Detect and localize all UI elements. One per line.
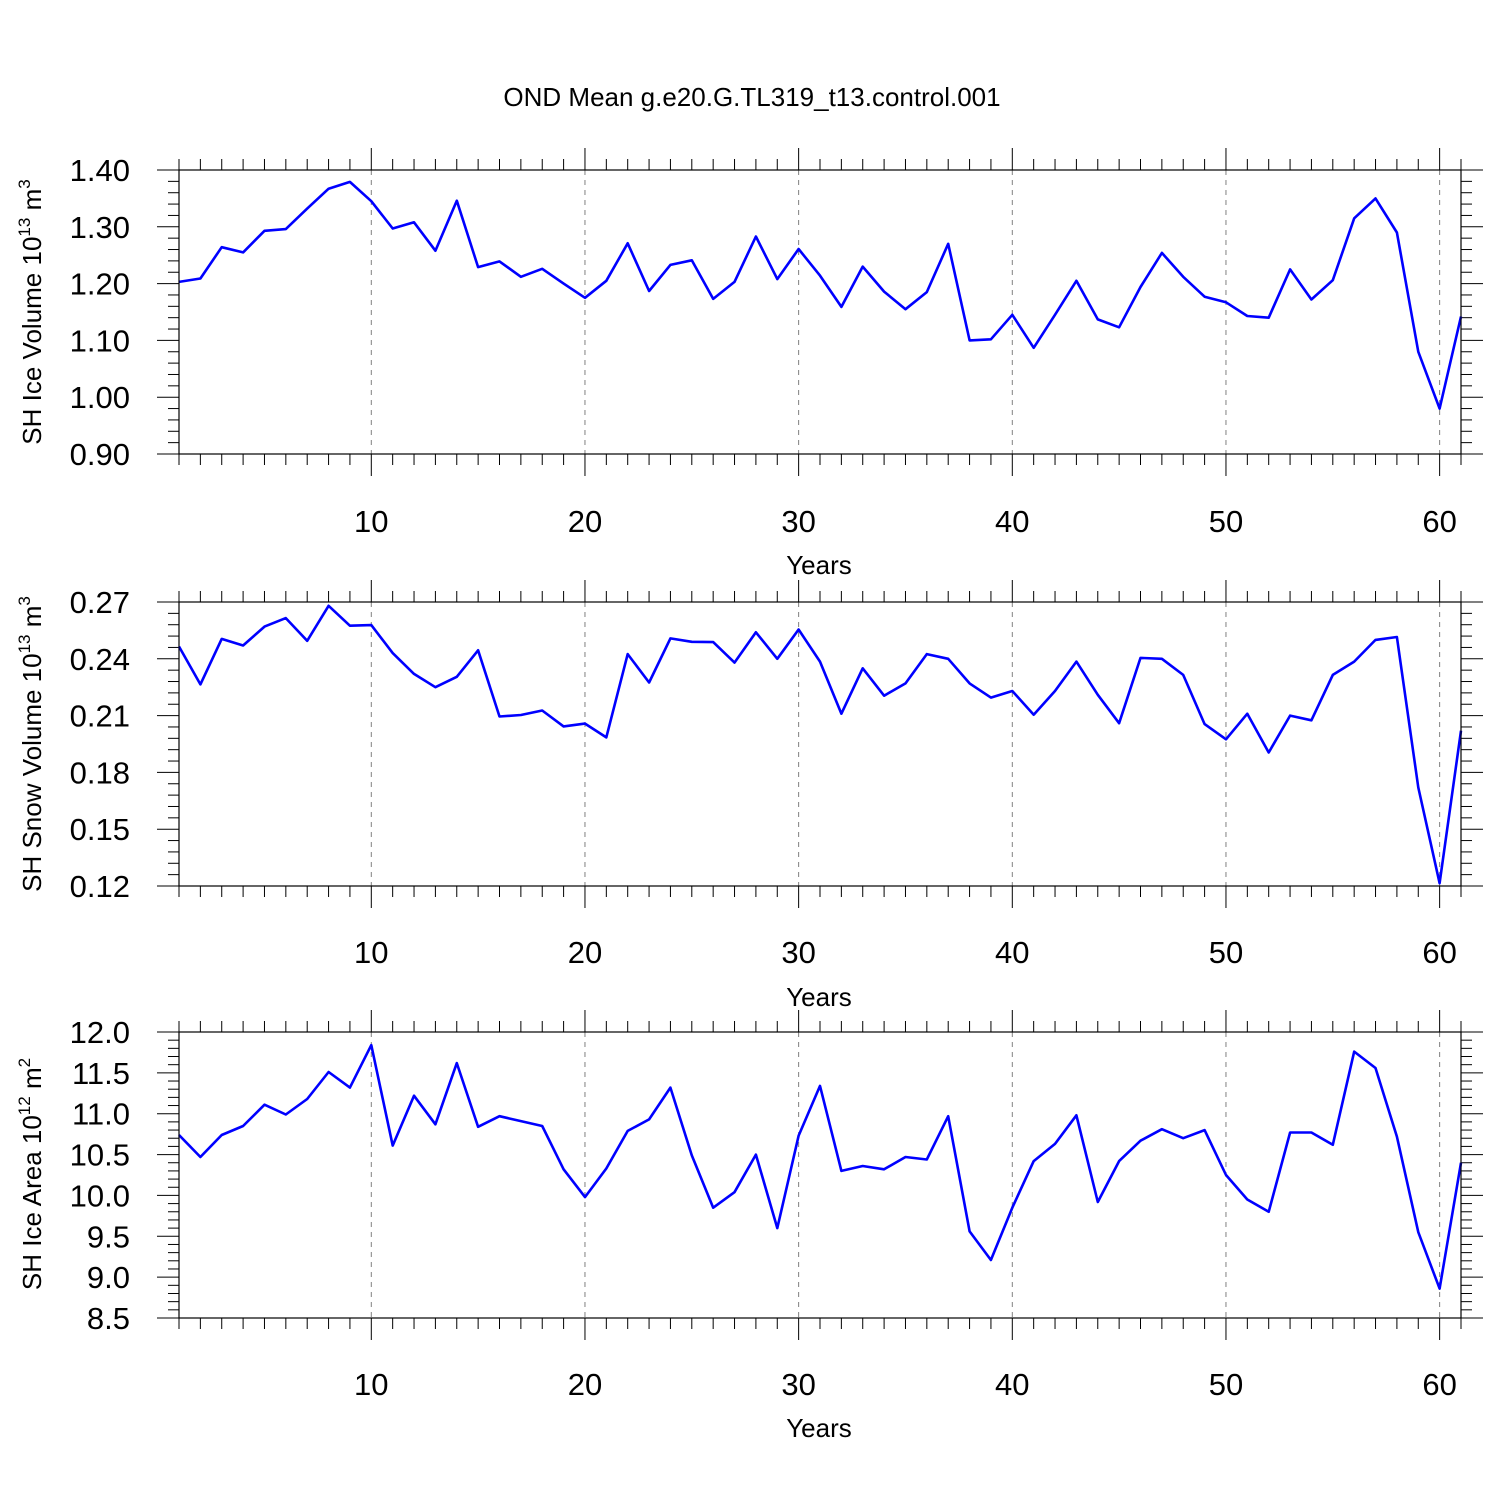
xlabel-snow-volume: Years (786, 982, 852, 1012)
x-tick-label-ice-volume: 40 (995, 504, 1029, 539)
plot-frame-snow-volume (178, 601, 1462, 887)
x-tick-label-snow-volume: 10 (354, 935, 388, 970)
y-tick-label-ice-volume: 1.20 (70, 267, 130, 302)
x-tick-label-ice-volume: 50 (1209, 504, 1243, 539)
y-tick-label-snow-volume: 0.24 (70, 642, 130, 677)
y-tick-label-snow-volume: 0.27 (70, 585, 130, 620)
plot-frame-ice-area (178, 1031, 1462, 1319)
x-tick-label-snow-volume: 40 (995, 935, 1029, 970)
series-line-ice-volume (178, 180, 1463, 410)
x-tick-label-snow-volume: 30 (781, 935, 815, 970)
y-tick-label-ice-volume: 1.00 (70, 380, 130, 415)
x-tick-label-ice-area: 60 (1422, 1367, 1456, 1402)
x-tick-label-snow-volume: 60 (1422, 935, 1456, 970)
y-tick-label-ice-area: 12.0 (70, 1015, 130, 1050)
y-tick-label-ice-area: 10.5 (70, 1138, 130, 1173)
y-tick-label-ice-area: 11.0 (72, 1097, 130, 1132)
ylabel-ice-area: SH Ice Area 1012 m2 (15, 1058, 47, 1290)
x-tick-label-ice-area: 40 (995, 1367, 1029, 1402)
y-tick-label-ice-area: 8.5 (87, 1301, 130, 1336)
xlabel-ice-volume: Years (786, 550, 852, 580)
y-tick-label-snow-volume: 0.21 (70, 699, 130, 734)
ylabel-snow-volume: SH Snow Volume 1013 m3 (15, 596, 47, 892)
series-line-snow-volume (177, 604, 1463, 885)
y-tick-label-snow-volume: 0.12 (70, 869, 130, 904)
xlabel-ice-area: Years (786, 1413, 852, 1443)
x-tick-label-ice-area: 20 (568, 1367, 602, 1402)
series-line-ice-area (178, 1043, 1463, 1290)
y-tick-label-snow-volume: 0.15 (70, 812, 130, 847)
y-tick-label-ice-volume: 1.30 (70, 210, 130, 245)
x-tick-label-ice-volume: 30 (781, 504, 815, 539)
y-tick-label-ice-volume: 1.40 (70, 153, 130, 188)
panel-ice-volume: SH Ice Volume 1013 m3 Years 10 20 30 40 50 60… (15, 148, 1483, 580)
x-tick-label-ice-area: 30 (781, 1367, 815, 1402)
x-tick-label-ice-area: 50 (1209, 1367, 1243, 1402)
y-tick-label-ice-area: 11.5 (72, 1056, 130, 1091)
x-tick-label-snow-volume: 20 (568, 935, 602, 970)
ylabel-ice-volume: SH Ice Volume 1013 m3 (15, 179, 47, 444)
figure-title: OND Mean g.e20.G.TL319_t13.control.001 (503, 82, 1000, 112)
y-tick-label-ice-area: 10.0 (70, 1178, 130, 1213)
x-tick-label-ice-volume: 10 (354, 504, 388, 539)
panel-ice-area: SH Ice Area 1012 m2 Years 10 20 30 40 50 60 8.… (15, 1010, 1483, 1443)
y-tick-label-ice-area: 9.0 (87, 1260, 130, 1295)
y-tick-label-ice-volume: 1.10 (70, 323, 130, 358)
x-tick-label-ice-area: 10 (354, 1367, 388, 1402)
x-tick-label-ice-volume: 20 (568, 504, 602, 539)
x-tick-label-snow-volume: 50 (1209, 935, 1243, 970)
panel-snow-volume: SH Snow Volume 1013 m3 Years 10 20 30 40 50 6… (15, 580, 1483, 1012)
x-tick-label-ice-volume: 60 (1422, 504, 1456, 539)
y-tick-label-ice-area: 9.5 (87, 1219, 130, 1254)
plot-frame-ice-volume (178, 169, 1462, 455)
y-tick-label-snow-volume: 0.18 (70, 755, 130, 790)
y-tick-label-ice-volume: 0.90 (70, 437, 130, 472)
